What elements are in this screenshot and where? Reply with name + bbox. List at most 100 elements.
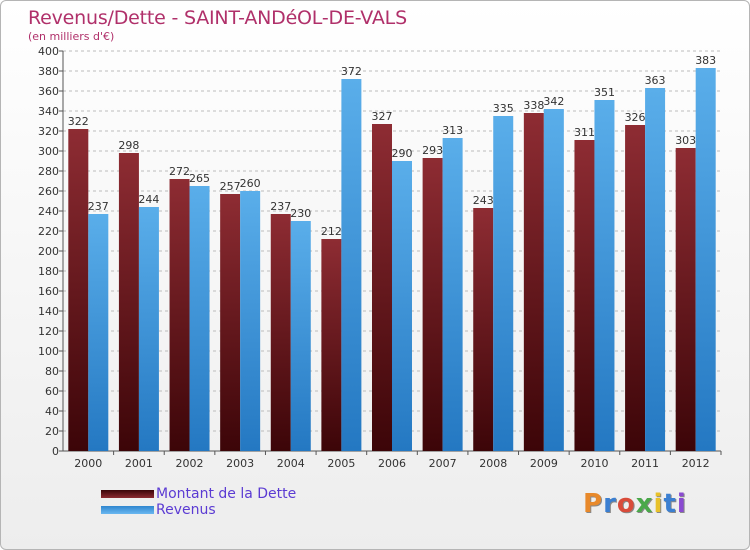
bar-revenus <box>88 214 109 451</box>
data-label: 372 <box>341 65 362 78</box>
logo-letter: i <box>653 489 664 519</box>
logo-letter: P <box>583 489 604 519</box>
bar-revenus <box>290 221 311 451</box>
logo-letter: o <box>616 489 636 519</box>
bar-revenus <box>543 109 564 451</box>
y-tick-label: 20 <box>45 425 59 438</box>
bar-dette <box>118 153 139 451</box>
bar-dette <box>68 129 89 451</box>
bar-dette <box>270 214 291 451</box>
bar-dette <box>321 239 342 451</box>
y-tick-label: 60 <box>45 385 59 398</box>
data-label: 265 <box>189 172 210 185</box>
y-tick-label: 100 <box>38 345 59 358</box>
y-tick-label: 0 <box>52 445 59 458</box>
bar-revenus <box>442 138 463 451</box>
y-tick-label: 400 <box>38 45 59 58</box>
data-label: 338 <box>523 99 544 112</box>
bar-revenus <box>695 68 716 451</box>
data-label: 326 <box>625 111 646 124</box>
y-tick-label: 120 <box>38 325 59 338</box>
bar-dette <box>473 208 494 451</box>
x-tick-label: 2000 <box>74 457 102 470</box>
bar-revenus <box>392 161 412 451</box>
data-label: 327 <box>372 110 393 123</box>
logo-letter: i <box>676 489 687 519</box>
y-tick-label: 380 <box>38 65 59 78</box>
y-tick-label: 240 <box>38 205 59 218</box>
data-label: 257 <box>220 180 241 193</box>
proxiti-logo: Proxiti <box>583 489 687 519</box>
bar-revenus <box>240 191 261 451</box>
y-tick-label: 220 <box>38 225 59 238</box>
chart-subtitle: (en milliers d'€) <box>28 30 115 43</box>
x-tick-label: 2007 <box>429 457 457 470</box>
x-tick-label: 2003 <box>226 457 254 470</box>
data-label: 230 <box>290 207 311 220</box>
x-tick-label: 2011 <box>631 457 659 470</box>
y-tick-label: 360 <box>38 85 59 98</box>
y-tick-label: 80 <box>45 365 59 378</box>
logo-letter: t <box>663 489 677 519</box>
data-label: 260 <box>240 177 261 190</box>
x-tick-label: 2006 <box>378 457 406 470</box>
data-label: 243 <box>473 194 494 207</box>
data-label: 335 <box>493 102 514 115</box>
bar-dette <box>675 148 696 451</box>
bar-dette <box>372 124 392 451</box>
data-label: 303 <box>675 134 696 147</box>
bar-dette <box>574 140 595 451</box>
data-label: 290 <box>392 147 413 160</box>
legend-swatch-dette <box>101 490 154 498</box>
y-tick-label: 140 <box>38 305 59 318</box>
data-label: 383 <box>695 54 716 67</box>
data-label: 298 <box>118 139 139 152</box>
bar-dette <box>422 158 443 451</box>
legend-swatch-revenus <box>101 506 154 514</box>
legend-label-dette: Montant de la Dette <box>156 486 297 502</box>
data-label: 342 <box>543 95 564 108</box>
bar-dette <box>625 125 646 451</box>
x-tick-label: 2009 <box>530 457 558 470</box>
y-tick-label: 40 <box>45 405 59 418</box>
bar-revenus <box>189 186 210 451</box>
data-label: 244 <box>138 193 159 206</box>
x-tick-label: 2008 <box>479 457 507 470</box>
y-tick-label: 300 <box>38 145 59 158</box>
y-tick-label: 320 <box>38 125 59 138</box>
x-tick-label: 2010 <box>580 457 608 470</box>
y-tick-label: 260 <box>38 185 59 198</box>
y-tick-label: 280 <box>38 165 59 178</box>
data-label: 272 <box>169 165 190 178</box>
bar-revenus <box>138 207 159 451</box>
x-tick-label: 2004 <box>277 457 305 470</box>
data-label: 313 <box>442 124 463 137</box>
chart-title: Revenus/Dette - SAINT-ANDéOL-DE-VALS <box>28 7 407 29</box>
data-label: 363 <box>645 74 666 87</box>
bar-revenus <box>594 100 615 451</box>
y-tick-label: 160 <box>38 285 59 298</box>
data-label: 212 <box>321 225 342 238</box>
bar-revenus <box>341 79 362 451</box>
data-label: 237 <box>270 200 291 213</box>
y-tick-label: 200 <box>38 245 59 258</box>
x-tick-label: 2005 <box>327 457 355 470</box>
x-tick-label: 2012 <box>682 457 710 470</box>
data-label: 351 <box>594 86 615 99</box>
data-label: 293 <box>422 144 443 157</box>
x-tick-label: 2001 <box>125 457 153 470</box>
bar-revenus <box>493 116 514 451</box>
legend-label-revenus: Revenus <box>156 502 216 518</box>
logo-letter: x <box>635 489 654 519</box>
data-label: 311 <box>574 126 595 139</box>
bar-dette <box>169 179 190 451</box>
x-tick-label: 2002 <box>176 457 204 470</box>
bar-dette <box>220 194 241 451</box>
y-tick-label: 180 <box>38 265 59 278</box>
bar-dette <box>523 113 544 451</box>
bar-revenus <box>645 88 666 451</box>
data-label: 237 <box>88 200 109 213</box>
y-tick-label: 340 <box>38 105 59 118</box>
